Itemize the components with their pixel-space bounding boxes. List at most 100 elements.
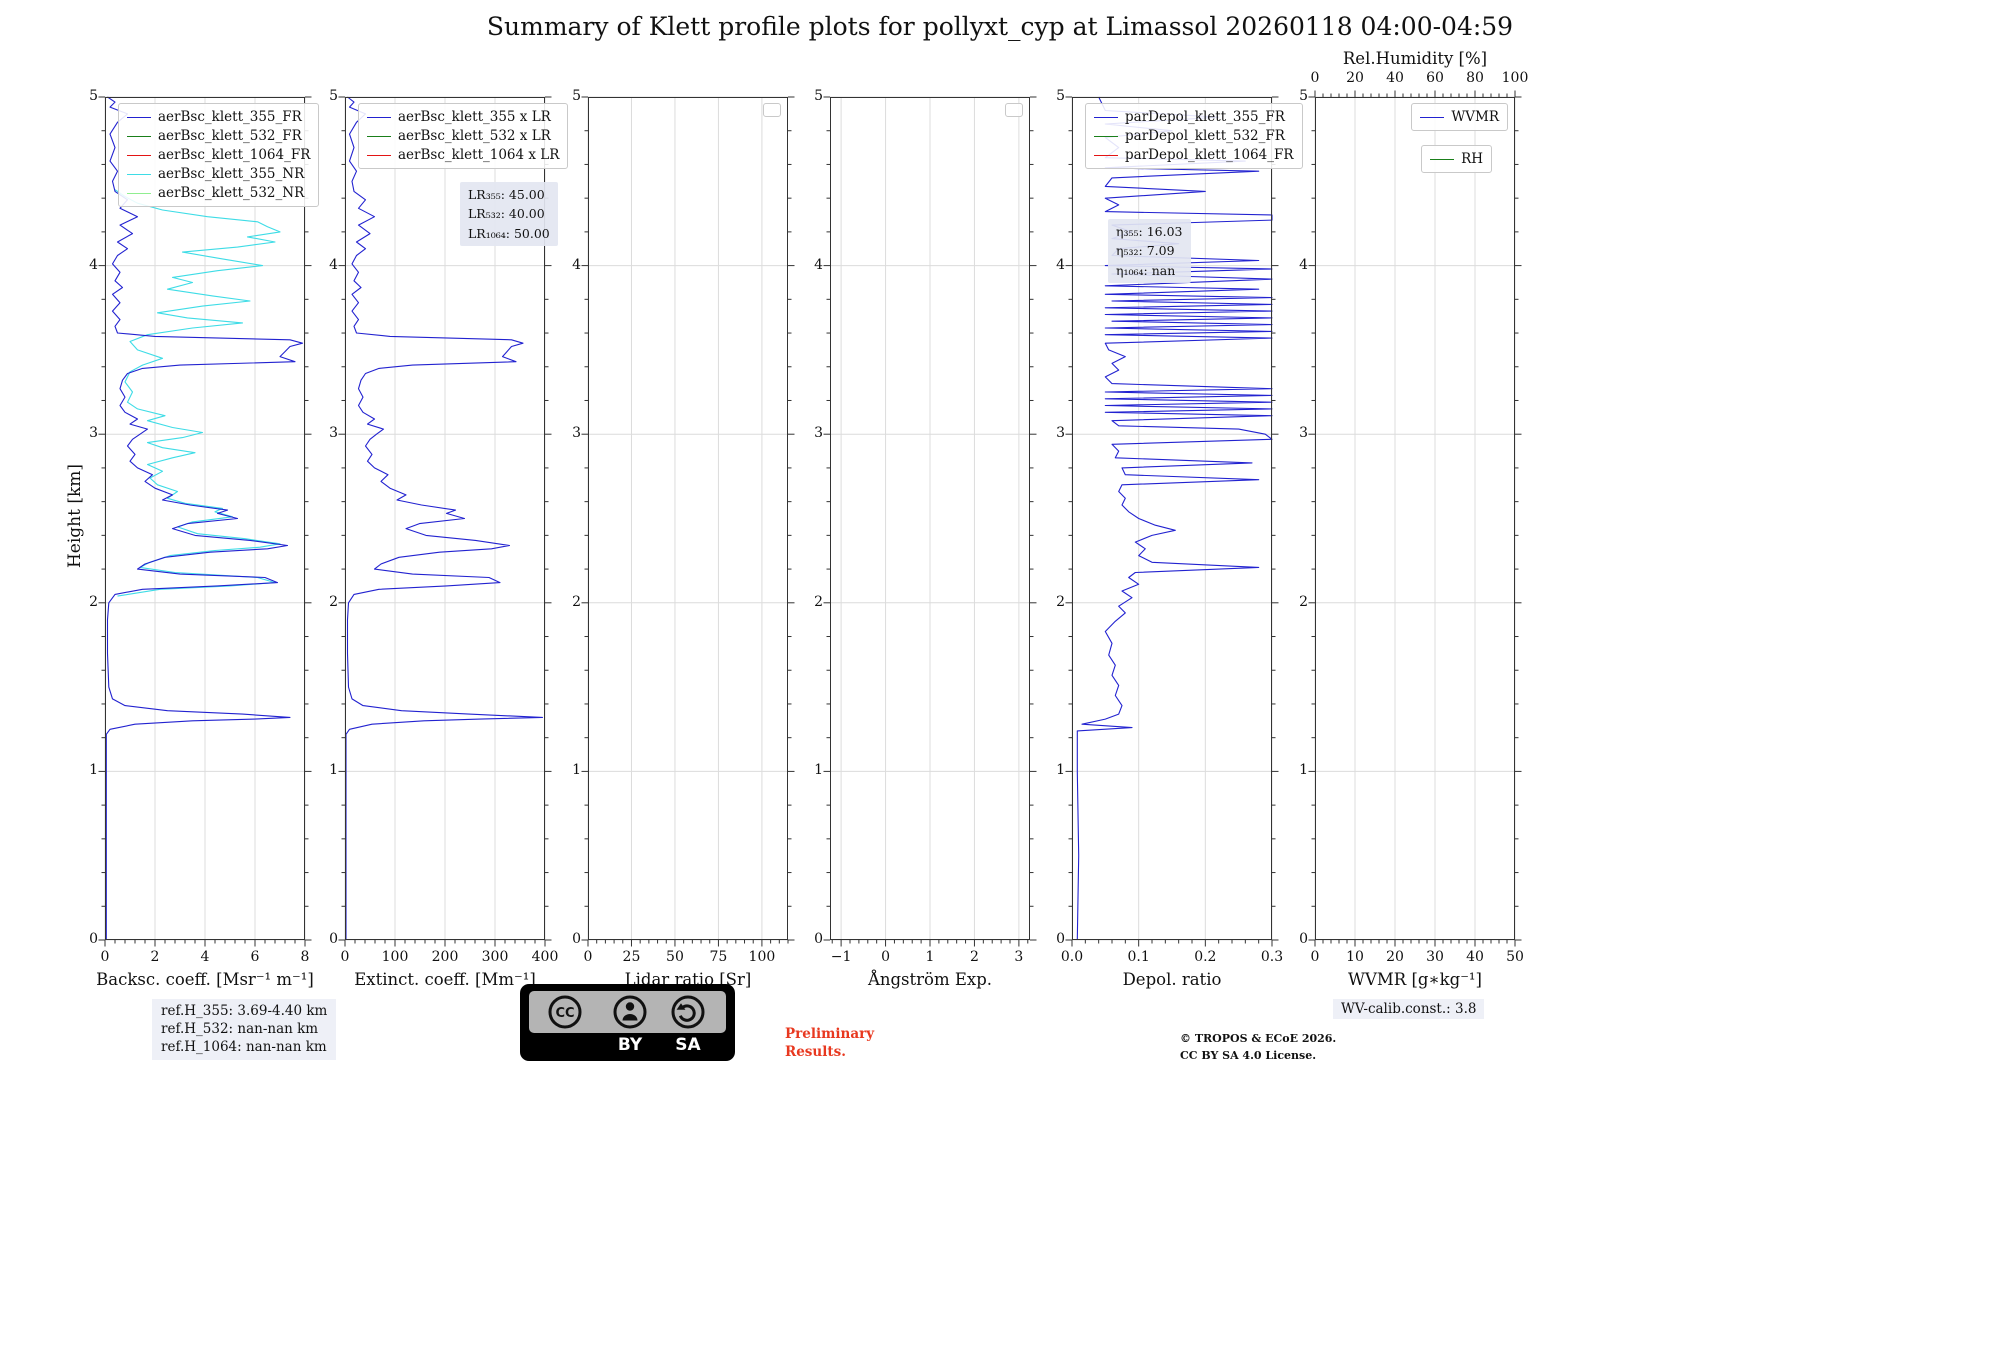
legend-item-label: aerBsc_klett_532_FR [158, 128, 302, 144]
y-tick-label: 0 [572, 931, 581, 947]
preliminary-line-2: Results. [785, 1043, 846, 1060]
person-icon [613, 995, 647, 1029]
x-axis-label-backscatter: Backsc. coeff. [Msr⁻¹ m⁻¹] [96, 970, 314, 989]
legend-backscatter-0: aerBsc_klett_355_FR aerBsc_klett_532_FR ae… [118, 103, 320, 207]
x-tick-label: 2 [969, 949, 979, 965]
plot-lidar-ratio: 0 25 50 75 100 0 1 2 3 4 5 Lidar ratio [Sr] [572, 88, 795, 989]
x-tick-label: 75 [709, 949, 728, 965]
annotation-line: η₅₃₂: 7.09 [1116, 243, 1175, 259]
y-tick-label: 5 [1056, 88, 1065, 104]
legend-wvmr-1: RH [1421, 145, 1492, 173]
x-tick-label: 8 [300, 949, 310, 965]
x-tick-label: 0 [100, 949, 110, 965]
legend-line-sample [1094, 135, 1118, 137]
x-tick-label: 50 [1506, 949, 1524, 965]
y-tick-label: 3 [572, 425, 581, 442]
legend-line-sample [1094, 116, 1118, 118]
y-tick-label: 5 [329, 88, 338, 104]
legend-item: aerBsc_klett_532_FR [127, 128, 310, 144]
x-tick-label: 6 [250, 949, 260, 965]
legend-item: aerBsc_klett_355_NR [127, 166, 310, 182]
y-tick-label: 0 [1056, 931, 1065, 947]
y-tick-label: 2 [329, 593, 338, 610]
copyright-line-2: CC BY SA 4.0 License. [1180, 1048, 1317, 1062]
x-tick-label: 3 [1014, 949, 1024, 965]
legend-line-sample [367, 116, 391, 118]
y-tick-label: 4 [89, 256, 98, 273]
x-tick-label: 200 [431, 949, 459, 965]
y-tick-label: 1 [1056, 762, 1065, 779]
y-tick-label: 1 [89, 762, 98, 779]
plot-canvas-lidar-ratio [581, 96, 795, 947]
x-tick-label: 25 [622, 949, 641, 965]
x-tick-label: 0.3 [1260, 949, 1284, 965]
preliminary-line-1: Preliminary [785, 1026, 875, 1042]
ref-h-355-text: ref.H_355: 3.69-4.40 km [161, 1003, 328, 1019]
x-tick-label: 0 [1310, 949, 1320, 965]
height-axis-label: Height [km] [65, 463, 85, 569]
reference-height-box: ref.H_355: 3.69-4.40 km ref.H_532: nan-n… [152, 999, 337, 1061]
x-tick-label: −1 [830, 949, 852, 965]
y-tick-label: 2 [572, 593, 581, 610]
x-tick-label: 10 [1346, 949, 1364, 965]
cc-sa-label: SA [675, 1035, 701, 1055]
plot-canvas-extinction [338, 96, 552, 947]
copyright-note: © TROPOS & ECoE 2026. CC BY SA 4.0 Licen… [1180, 1031, 1336, 1064]
legend-item-label: RH [1461, 151, 1483, 167]
legend-item-label: parDepol_klett_355_FR [1125, 109, 1285, 125]
plot-wvmr: 0 20 40 60 80 100 Rel.Humidity [%] 0 10 20 30 40 50 0… [1299, 49, 1528, 989]
wv-calibration-note: WV-calib.const.: 3.8 [1333, 999, 1485, 1019]
legend-line-sample [127, 135, 151, 137]
y-tick-label: 3 [814, 425, 823, 442]
annotation-line: LR₃₅₅: 45.00 [468, 187, 545, 202]
legend-item: aerBsc_klett_1064_FR [127, 147, 310, 163]
legend-item-label: aerBsc_klett_1064_FR [158, 147, 311, 163]
series-aerBsc_klett_355_NR [114, 189, 281, 597]
y-tick-label: 1 [572, 762, 581, 779]
plot-canvas-backscatter [98, 96, 312, 947]
y-tick-label: 4 [814, 256, 823, 273]
annotation-line: η₁₀₆₄: nan [1116, 262, 1176, 278]
plot-canvas-angstroem [823, 96, 1037, 947]
legend-line-sample [127, 154, 151, 156]
x-tick-label: 0.0 [1060, 949, 1084, 965]
top-tick-label: 0 [1310, 70, 1320, 86]
cc-icon: CC [548, 995, 582, 1029]
plot-backscatter: 0 2 4 6 8 0 1 2 3 4 5 Backsc. coeff. [Msr⁻¹ m⁻¹] aer… [89, 88, 320, 989]
legend-wvmr-0: WVMR [1411, 103, 1508, 131]
y-tick-label: 5 [89, 88, 98, 104]
legend-item-label: WVMR [1451, 109, 1499, 125]
y-tick-label: 4 [1299, 256, 1308, 273]
x-tick-label: 30 [1426, 949, 1444, 965]
x-tick-label: 0.1 [1127, 949, 1150, 965]
y-tick-label: 3 [89, 425, 98, 442]
plot-depolarization: 0.0 0.1 0.2 0.3 0 1 2 3 4 5 Depol. ratio parDepol_k… [1056, 88, 1303, 989]
x-axis-label-depolarization: Depol. ratio [1122, 970, 1222, 989]
legend-line-sample [367, 154, 391, 156]
plot-canvas-wvmr [1308, 90, 1522, 947]
y-tick-label: 2 [1056, 593, 1065, 610]
y-tick-label: 4 [1056, 256, 1065, 273]
legend-line-sample [127, 192, 151, 194]
x-tick-label: 100 [381, 949, 409, 965]
legend-angstroem-0 [1005, 103, 1023, 117]
share-alike-icon [671, 995, 705, 1029]
x-axis-label-angstroem: Ångström Exp. [867, 970, 993, 989]
series-aerBsc_klett_355_FR [105, 96, 304, 940]
preliminary-note: Preliminary Results. [785, 1026, 874, 1061]
y-tick-label: 1 [1299, 762, 1308, 779]
annotation-line: LR₅₃₂: 40.00 [468, 206, 545, 222]
ref-h-1064-text: ref.H_1064: nan-nan km [161, 1038, 327, 1055]
x-tick-label: 4 [200, 949, 210, 965]
y-tick-label: 2 [1299, 593, 1308, 610]
annotation-line: LR₁₀₆₄: 50.00 [468, 225, 550, 241]
y-tick-label: 0 [1299, 931, 1308, 947]
top-axis-label: Rel.Humidity [%] [1342, 49, 1488, 68]
x-tick-label: 0 [340, 949, 350, 965]
y-tick-label: 0 [329, 931, 338, 947]
legend-item-label: aerBsc_klett_1064 x LR [398, 147, 560, 163]
legend-line-sample [1430, 158, 1455, 160]
figure-title: Summary of Klett profile plots for polly… [486, 12, 1514, 41]
y-tick-label: 0 [89, 931, 98, 947]
